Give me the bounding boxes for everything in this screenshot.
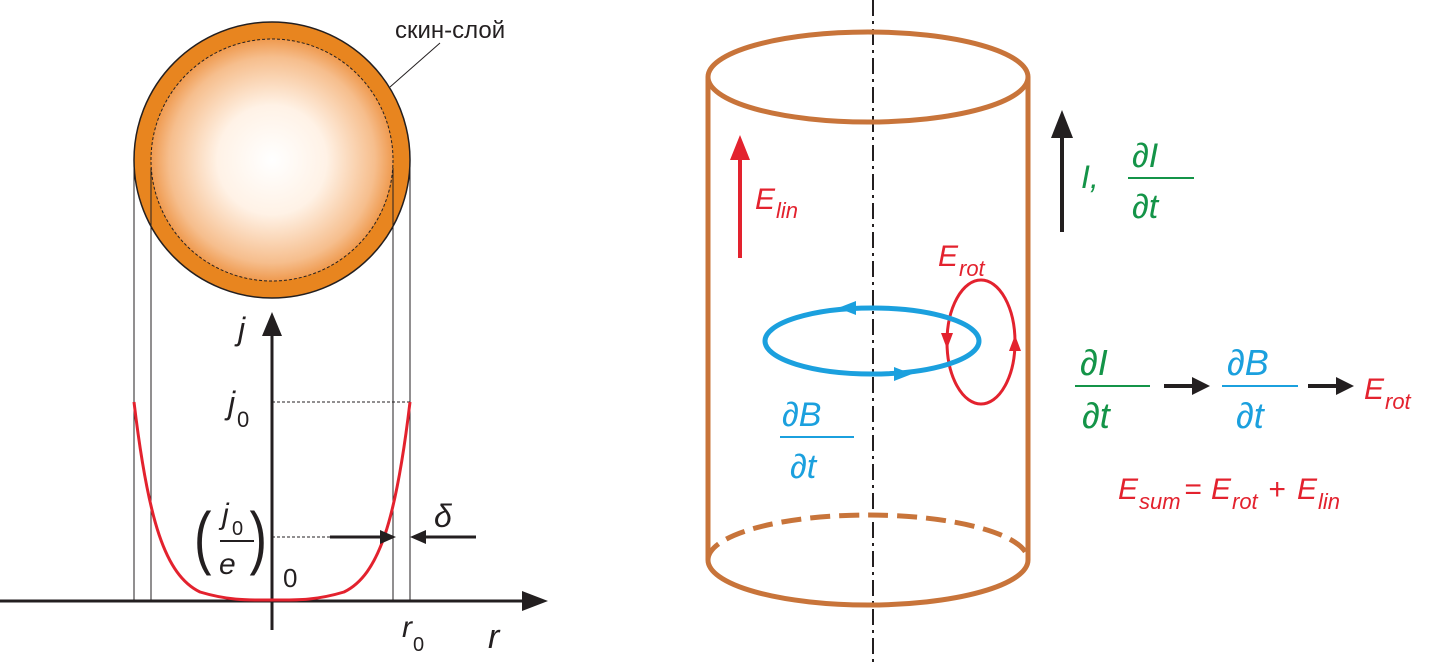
db-dt-arrowhead-bottom	[894, 367, 912, 381]
r-axis-arrowhead	[522, 591, 548, 611]
je-numerator-sub: 0	[232, 518, 243, 540]
delta-label: δ	[434, 498, 453, 534]
cylinder-bottom-front	[705, 559, 1031, 608]
e-lin-subscript: lin	[776, 198, 798, 223]
e-lin-label: E	[755, 183, 776, 216]
r-axis-label: r	[488, 618, 501, 656]
cylinder-top-ellipse	[705, 29, 1031, 125]
dI-denominator: ∂t	[1132, 188, 1160, 226]
e-rot-arrowhead-up	[1009, 335, 1021, 351]
origin-label: 0	[283, 563, 297, 593]
dI-numerator: ∂I	[1132, 137, 1159, 175]
chain-dt2: ∂t	[1236, 395, 1266, 436]
sum-e-lin-sub: lin	[1318, 489, 1340, 514]
e-rot-label: E	[938, 240, 959, 273]
db-numerator: ∂B	[782, 396, 821, 434]
delta-arrowhead-left	[380, 530, 396, 544]
r0-label: r	[402, 611, 413, 644]
cylinder-bottom-back-dashed	[705, 512, 1031, 561]
skin-label-leader	[389, 42, 441, 88]
chain-dI: ∂I	[1080, 342, 1108, 383]
sum-equals: =	[1184, 473, 1202, 506]
wire-core	[151, 39, 393, 281]
current-density-curve	[132, 401, 412, 602]
conductor-cylinder	[705, 29, 1031, 608]
delta-arrowhead-right	[410, 530, 426, 544]
j-axis-arrowhead	[262, 312, 282, 336]
db-dt-loop	[762, 305, 982, 377]
db-denominator: ∂t	[790, 448, 818, 486]
sum-e-sum-sub: sum	[1139, 489, 1181, 514]
skin-layer-label: скин-слой	[395, 17, 505, 44]
sum-e-rot-sub: rot	[1232, 489, 1259, 514]
j-axis-label: j	[234, 311, 246, 347]
je-right-paren: )	[250, 499, 267, 577]
j0-subscript: 0	[237, 407, 249, 432]
chain-dB: ∂B	[1227, 342, 1269, 383]
e-lin-arrowhead	[730, 135, 750, 160]
chain-arrowhead-2	[1336, 377, 1354, 395]
sum-plus: +	[1268, 473, 1286, 506]
current-arrowhead	[1051, 110, 1073, 138]
current-label: I,	[1081, 159, 1099, 195]
je-left-paren: (	[194, 499, 212, 577]
chain-dt1: ∂t	[1082, 395, 1112, 436]
e-rot-subscript: rot	[959, 256, 986, 281]
sum-e-sum: E	[1118, 473, 1139, 506]
j0-label: j	[224, 385, 236, 421]
skin-boundary-dashed	[150, 38, 394, 282]
e-rot-arrowhead-down	[941, 333, 953, 349]
sum-e-rot: E	[1211, 473, 1232, 506]
je-denominator: e	[219, 548, 236, 581]
r0-subscript: 0	[413, 634, 424, 656]
chain-e-rot-sub: rot	[1385, 389, 1412, 414]
chain-e-rot: E	[1364, 373, 1385, 406]
je-numerator: j	[218, 498, 230, 531]
sum-e-lin: E	[1297, 473, 1318, 506]
wire-cross-section	[133, 21, 411, 299]
projection-lines	[133, 168, 411, 601]
db-dt-arrowhead-top	[838, 301, 856, 315]
chain-arrowhead-1	[1192, 377, 1210, 395]
